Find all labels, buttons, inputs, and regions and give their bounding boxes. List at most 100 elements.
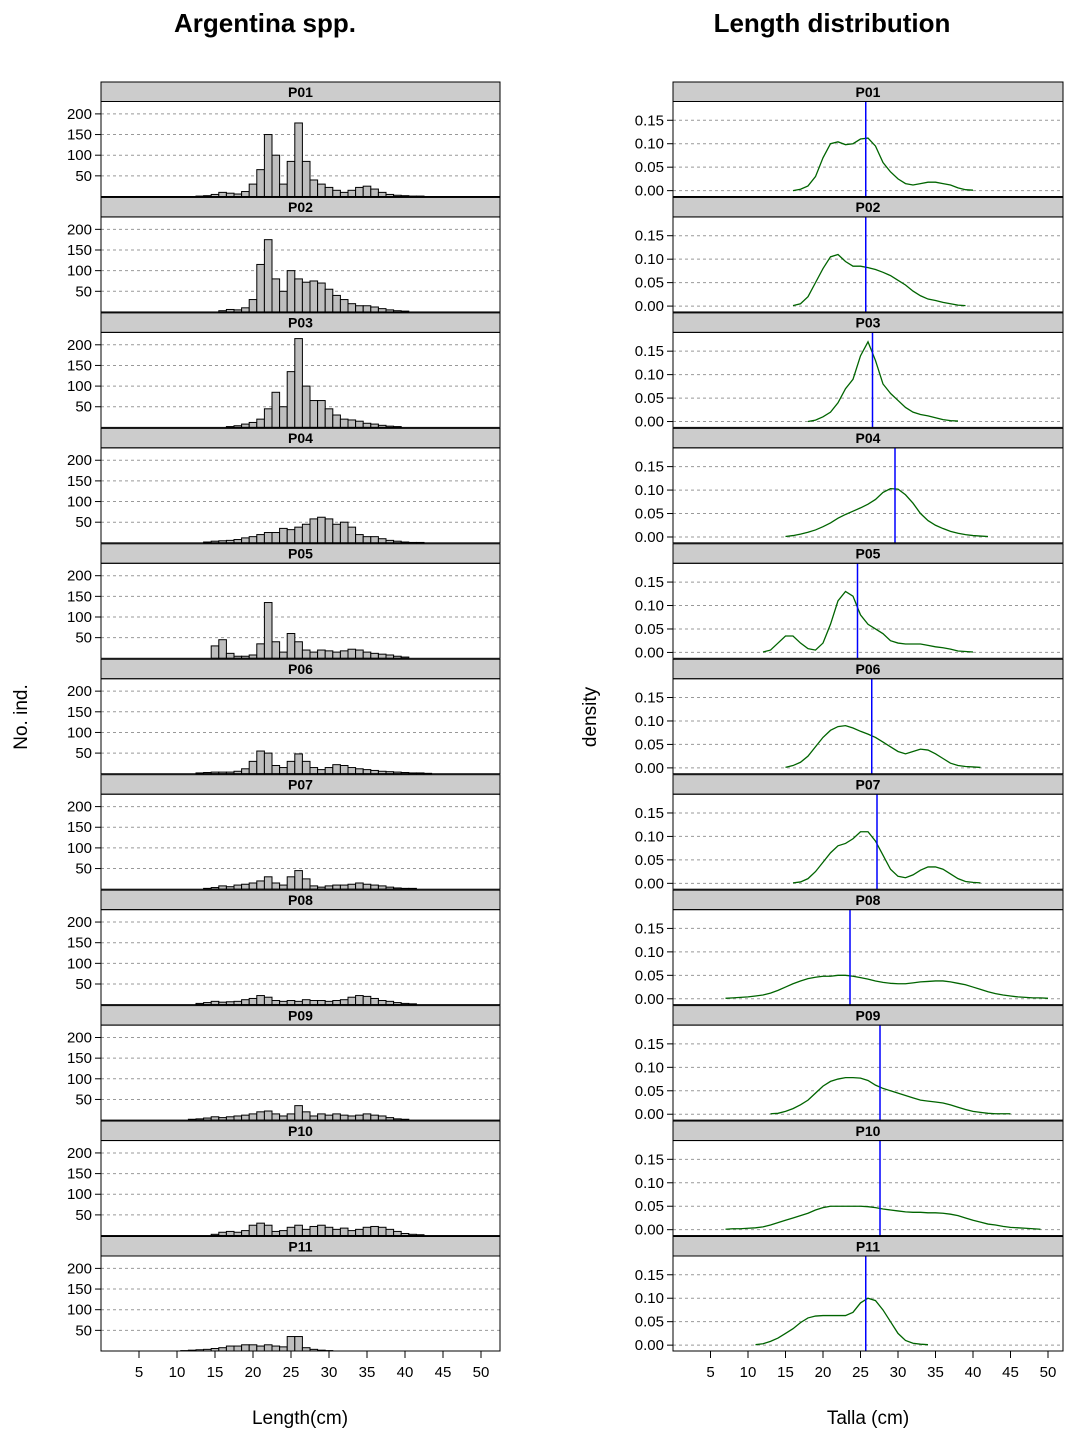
- bar: [272, 1231, 280, 1235]
- y-tick-label: 0.10: [635, 136, 664, 153]
- panel-label: P04: [288, 430, 313, 446]
- panel-label: P08: [288, 892, 313, 908]
- bar: [333, 765, 341, 774]
- bar: [371, 1115, 379, 1120]
- x-tick-label: 40: [397, 1364, 414, 1381]
- bar: [287, 1227, 295, 1235]
- bar: [310, 652, 318, 658]
- bar: [287, 1114, 295, 1120]
- bar: [287, 877, 295, 889]
- bar: [310, 768, 318, 774]
- bar: [302, 1112, 310, 1120]
- bar: [280, 885, 288, 889]
- bar: [310, 180, 318, 197]
- bar: [242, 769, 250, 774]
- bar: [272, 155, 280, 196]
- panel-label: P09: [856, 1007, 881, 1023]
- bar: [249, 184, 257, 196]
- x-tick-label: 5: [706, 1364, 714, 1381]
- bar: [318, 184, 326, 196]
- bar: [348, 420, 356, 427]
- bar: [234, 885, 242, 889]
- bar: [333, 190, 341, 196]
- panel-frame: [673, 910, 1063, 1005]
- bar: [348, 1116, 356, 1120]
- bar: [242, 1000, 250, 1005]
- density-line: [726, 975, 1049, 998]
- y-tick-label: 0.05: [635, 390, 664, 407]
- panel-label: P02: [288, 199, 313, 215]
- bar: [272, 765, 280, 773]
- y-tick-label: 0.05: [635, 506, 664, 523]
- y-tick-label: 100: [67, 1186, 92, 1203]
- bar: [280, 1231, 288, 1236]
- bar: [287, 530, 295, 543]
- density-line: [771, 1078, 1011, 1114]
- bar: [264, 1111, 272, 1120]
- bar: [363, 652, 371, 658]
- y-tick-label: 150: [67, 473, 92, 490]
- bar: [318, 1001, 326, 1005]
- bar: [356, 187, 364, 196]
- bar: [211, 646, 219, 658]
- bar: [264, 603, 272, 659]
- bar: [272, 1346, 280, 1351]
- x-tick-label: 5: [135, 1364, 143, 1381]
- panel-frame: [673, 217, 1063, 312]
- y-tick-label: 150: [67, 588, 92, 605]
- bar: [333, 1229, 341, 1235]
- bar: [318, 770, 326, 774]
- bar: [226, 1231, 234, 1235]
- bar: [356, 421, 364, 427]
- y-tick-label: 0.10: [635, 944, 664, 961]
- y-tick-label: 50: [75, 861, 92, 878]
- y-tick-label: 50: [75, 1207, 92, 1224]
- bar: [371, 1226, 379, 1235]
- y-tick-label: 50: [75, 514, 92, 531]
- bar: [318, 517, 326, 543]
- bar: [272, 533, 280, 543]
- bar: [249, 998, 257, 1004]
- bar: [363, 884, 371, 889]
- y-tick-label: 150: [67, 242, 92, 259]
- y-tick-label: 200: [67, 1029, 92, 1046]
- bar: [295, 339, 303, 428]
- bar: [318, 1114, 326, 1120]
- y-axis-label: density: [580, 686, 601, 747]
- bar: [295, 871, 303, 890]
- bar: [333, 524, 341, 543]
- bar: [318, 401, 326, 428]
- bar: [302, 161, 310, 196]
- bar: [348, 304, 356, 312]
- bar: [340, 300, 348, 312]
- bar: [249, 761, 257, 773]
- bar: [226, 653, 234, 658]
- bar: [378, 192, 386, 196]
- panel-label: P01: [288, 84, 313, 100]
- bar: [348, 190, 356, 196]
- bar: [356, 1229, 364, 1235]
- y-tick-label: 200: [67, 337, 92, 354]
- bar: [287, 372, 295, 428]
- y-tick-label: 150: [67, 704, 92, 721]
- density-line: [793, 254, 966, 305]
- bar: [378, 1116, 386, 1120]
- bar: [333, 885, 341, 889]
- y-tick-label: 0.10: [635, 482, 664, 499]
- y-tick-label: 0.05: [635, 1314, 664, 1331]
- bar: [272, 1114, 280, 1120]
- panel-label: P08: [856, 892, 881, 908]
- bar: [272, 1001, 280, 1005]
- y-tick-label: 100: [67, 840, 92, 857]
- bar: [340, 1228, 348, 1235]
- y-tick-label: 0.00: [635, 1337, 664, 1354]
- bar: [325, 1227, 333, 1235]
- y-tick-label: 50: [75, 1322, 92, 1339]
- bar: [264, 1345, 272, 1351]
- x-tick-label: 25: [852, 1364, 869, 1381]
- bar: [356, 650, 364, 658]
- bar: [249, 422, 257, 427]
- panel-frame: [673, 1141, 1063, 1236]
- bar: [264, 240, 272, 312]
